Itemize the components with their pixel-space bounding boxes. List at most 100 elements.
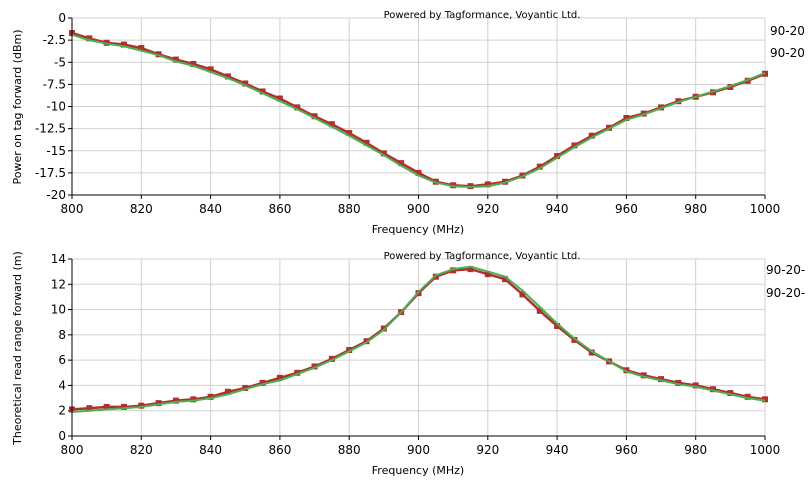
data-point-marker <box>224 388 231 395</box>
data-point-marker <box>571 336 578 343</box>
y-tick-label: 14 <box>51 252 66 266</box>
y-axis-label-top: Power on tag forward (dBm) <box>11 30 24 185</box>
data-point-marker <box>415 169 422 176</box>
data-point-marker <box>554 323 561 330</box>
data-point-marker <box>658 376 665 383</box>
x-axis-label-bottom: Frequency (MHz) <box>372 464 464 477</box>
y-tick-label: 0 <box>58 11 66 25</box>
legend-item-bottom-1: 90-20- <box>766 263 805 277</box>
data-point-marker <box>519 291 526 298</box>
data-point-marker <box>484 181 491 188</box>
data-point-marker <box>242 384 249 391</box>
data-point-marker <box>259 379 266 386</box>
data-point-marker <box>762 396 768 403</box>
data-point-marker <box>710 386 717 393</box>
y-tick-label: -2.5 <box>43 33 66 47</box>
x-tick-label: 960 <box>615 202 638 216</box>
x-tick-label: 800 <box>61 443 84 457</box>
data-point-marker <box>484 271 491 278</box>
x-tick-label: 940 <box>546 202 569 216</box>
data-point-marker <box>554 153 561 160</box>
data-point-marker <box>623 115 630 122</box>
data-point-marker <box>103 403 110 410</box>
series-group-top <box>69 30 768 190</box>
data-point-marker <box>207 66 214 73</box>
x-tick-label: 960 <box>615 443 638 457</box>
x-tick-label: 840 <box>199 202 222 216</box>
y-tick-label: -7.5 <box>43 77 66 91</box>
y-tick-label: 12 <box>51 277 66 291</box>
y-tick-label: -20 <box>46 188 66 202</box>
data-point-marker <box>172 397 179 404</box>
y-tick-label: -15 <box>46 144 66 158</box>
chart-bottom-read-range: 800 820 840 860 880 900 920 940 960 980 1000 14121… <box>11 251 805 477</box>
data-point-marker <box>640 372 647 379</box>
data-point-marker <box>190 61 197 68</box>
x-tick-label: 940 <box>546 443 569 457</box>
x-tick-label: 920 <box>476 202 499 216</box>
data-point-marker <box>86 35 93 42</box>
legend-item-top-2: 90-20 <box>770 46 805 60</box>
data-point-marker <box>259 88 266 95</box>
data-point-marker <box>502 276 509 283</box>
y-tick-label: -10 <box>46 100 66 114</box>
y-tick-label: 8 <box>58 328 66 342</box>
legend-item-bottom-2: 90-20- <box>766 286 805 300</box>
data-point-marker <box>328 355 335 362</box>
y-tick-label: 2 <box>58 404 66 418</box>
data-point-marker <box>588 132 595 139</box>
data-point-marker <box>311 113 318 120</box>
data-point-marker <box>398 160 405 167</box>
data-point-marker <box>242 80 249 87</box>
y-tick-label: 4 <box>58 378 66 392</box>
data-point-marker <box>623 367 630 374</box>
data-point-marker <box>294 369 301 376</box>
data-point-marker <box>294 104 301 111</box>
data-point-marker <box>224 73 231 80</box>
x-tick-label: 1000 <box>750 443 781 457</box>
data-point-marker <box>536 163 543 170</box>
data-point-marker <box>467 266 474 273</box>
series-line-2 <box>71 265 766 413</box>
legend-item-top-1: 90-20 <box>770 24 805 38</box>
data-point-marker <box>450 267 457 274</box>
axes-bottom <box>71 259 765 437</box>
x-tick-label: 820 <box>130 202 153 216</box>
y-ticks-bottom: 14 12 10 8 6 4 2 0 <box>51 252 72 443</box>
x-ticks-bottom: 800 820 840 860 880 900 920 940 960 980 1000 <box>61 436 781 457</box>
x-axis-label-top: Frequency (MHz) <box>372 223 464 236</box>
data-point-marker <box>328 121 335 128</box>
series-line-2 <box>71 33 766 189</box>
data-point-marker <box>363 139 370 146</box>
x-tick-label: 900 <box>407 202 430 216</box>
y-axis-label-bottom: Theoretical read range forward (m) <box>11 251 24 446</box>
data-point-marker <box>346 130 353 137</box>
data-point-marker <box>138 402 145 409</box>
x-tick-label: 860 <box>268 443 291 457</box>
data-point-marker <box>120 403 127 410</box>
x-tick-label: 840 <box>199 443 222 457</box>
x-tick-label: 980 <box>684 202 707 216</box>
data-point-marker <box>727 390 734 397</box>
credit-text-top: Powered by Tagformance, Voyantic Ltd. <box>384 10 581 21</box>
x-tick-label: 900 <box>407 443 430 457</box>
data-point-marker <box>346 347 353 354</box>
credit-text-bottom: Powered by Tagformance, Voyantic Ltd. <box>384 251 581 262</box>
data-point-marker <box>588 349 595 356</box>
data-point-marker <box>120 41 127 48</box>
data-point-marker <box>276 374 283 381</box>
x-tick-label: 880 <box>338 202 361 216</box>
data-point-marker <box>207 393 214 400</box>
y-tick-label: 10 <box>51 303 66 317</box>
data-point-marker <box>536 307 543 314</box>
y-tick-label: -17.5 <box>35 166 66 180</box>
y-tick-label: -12.5 <box>35 122 66 136</box>
x-tick-label: 880 <box>338 443 361 457</box>
x-tick-label: 800 <box>61 202 84 216</box>
y-tick-label: 0 <box>58 429 66 443</box>
x-tick-label: 1000 <box>750 202 781 216</box>
data-point-marker <box>692 382 699 389</box>
chart-top-power: 800 820 840 860 880 900 920 940 960 980 1000 0 -2.5… <box>11 10 805 236</box>
data-point-marker <box>311 363 318 370</box>
